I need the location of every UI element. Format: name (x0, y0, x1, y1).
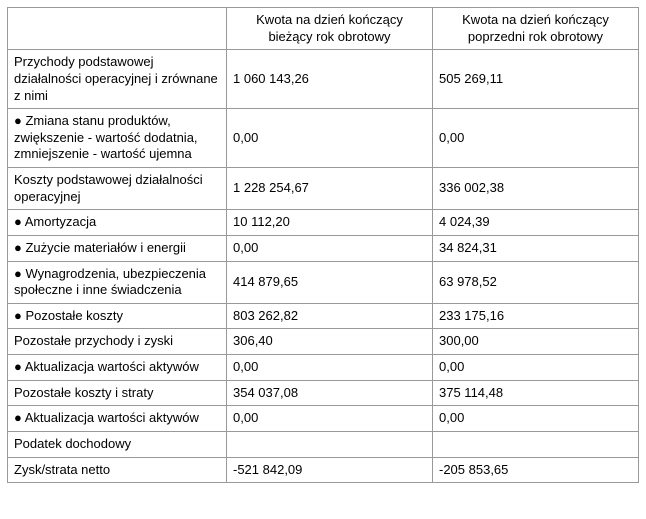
row-value-current: 0,00 (226, 234, 433, 262)
table-row: ● Zmiana stanu produktów, zwiększenie - … (7, 108, 639, 168)
table-header-row: Kwota na dzień kończący bieżący rok obro… (7, 6, 639, 51)
row-label: ● Aktualizacja wartości aktywów (7, 405, 227, 432)
row-label: Podatek dochodowy (7, 430, 227, 458)
table-row: ● Pozostałe koszty 803 262,82 233 175,16 (7, 302, 639, 330)
row-value-current: 1 228 254,67 (226, 166, 433, 211)
row-value-previous: 63 978,52 (432, 260, 639, 304)
row-value-previous: 4 024,39 (432, 209, 639, 236)
row-label: ● Aktualizacja wartości aktywów (7, 354, 227, 381)
row-value-previous: 375 114,48 (432, 379, 639, 407)
row-value-previous: 505 269,11 (432, 49, 639, 110)
row-value-current: 10 112,20 (226, 209, 433, 236)
row-value-previous: 0,00 (432, 108, 639, 168)
row-label: Pozostałe koszty i straty (7, 379, 227, 407)
row-value-previous: 336 002,38 (432, 166, 639, 211)
row-label: ● Zużycie materiałów i energii (7, 234, 227, 262)
table-body: Przychody podstawowej działalności opera… (7, 49, 639, 484)
row-value-previous: 300,00 (432, 328, 639, 355)
row-value-current: 0,00 (226, 405, 433, 432)
table-row: Zysk/strata netto -521 842,09 -205 853,65 (7, 456, 639, 484)
financial-statement-page: Kwota na dzień kończący bieżący rok obro… (7, 6, 639, 484)
row-label: Koszty podstawowej działalności operacyj… (7, 166, 227, 211)
row-label: Przychody podstawowej działalności opera… (7, 49, 227, 110)
table-row: Pozostałe koszty i straty 354 037,08 375 1… (7, 379, 639, 407)
table-row: ● Amortyzacja 10 112,20 4 024,39 (7, 209, 639, 236)
table-row: ● Zużycie materiałów i energii 0,00 34 824… (7, 234, 639, 262)
table-row: ● Wynagrodzenia, ubezpieczenia społeczne… (7, 260, 639, 304)
table-row: Pozostałe przychody i zyski 306,40 300,00 (7, 328, 639, 355)
row-value-previous: 0,00 (432, 354, 639, 381)
row-label: ● Wynagrodzenia, ubezpieczenia społeczne… (7, 260, 227, 304)
row-value-current: 803 262,82 (226, 302, 433, 330)
row-value-current: 414 879,65 (226, 260, 433, 304)
profit-loss-table: Kwota na dzień kończący bieżący rok obro… (7, 6, 639, 484)
row-value-previous: 233 175,16 (432, 302, 639, 330)
row-value-previous: 34 824,31 (432, 234, 639, 262)
row-label: Pozostałe przychody i zyski (7, 328, 227, 355)
table-row: ● Aktualizacja wartości aktywów 0,00 0,00 (7, 405, 639, 432)
header-previous-year: Kwota na dzień kończący poprzedni rok ob… (432, 6, 639, 51)
table-row: Koszty podstawowej działalności operacyj… (7, 166, 639, 211)
header-empty-cell (7, 6, 227, 51)
row-value-previous: -205 853,65 (432, 456, 639, 484)
row-value-current: 0,00 (226, 108, 433, 168)
row-value-current: 0,00 (226, 354, 433, 381)
row-value-current: 1 060 143,26 (226, 49, 433, 110)
row-label: ● Amortyzacja (7, 209, 227, 236)
header-current-year: Kwota na dzień kończący bieżący rok obro… (226, 6, 433, 51)
row-value-current (226, 430, 433, 458)
table-row: ● Aktualizacja wartości aktywów 0,00 0,00 (7, 354, 639, 381)
row-value-previous (432, 430, 639, 458)
row-value-previous: 0,00 (432, 405, 639, 432)
row-label: Zysk/strata netto (7, 456, 227, 484)
row-value-current: 306,40 (226, 328, 433, 355)
row-label: ● Zmiana stanu produktów, zwiększenie - … (7, 108, 227, 168)
table-row: Podatek dochodowy (7, 430, 639, 458)
row-value-current: 354 037,08 (226, 379, 433, 407)
table-row: Przychody podstawowej działalności opera… (7, 49, 639, 110)
row-value-current: -521 842,09 (226, 456, 433, 484)
row-label: ● Pozostałe koszty (7, 302, 227, 330)
